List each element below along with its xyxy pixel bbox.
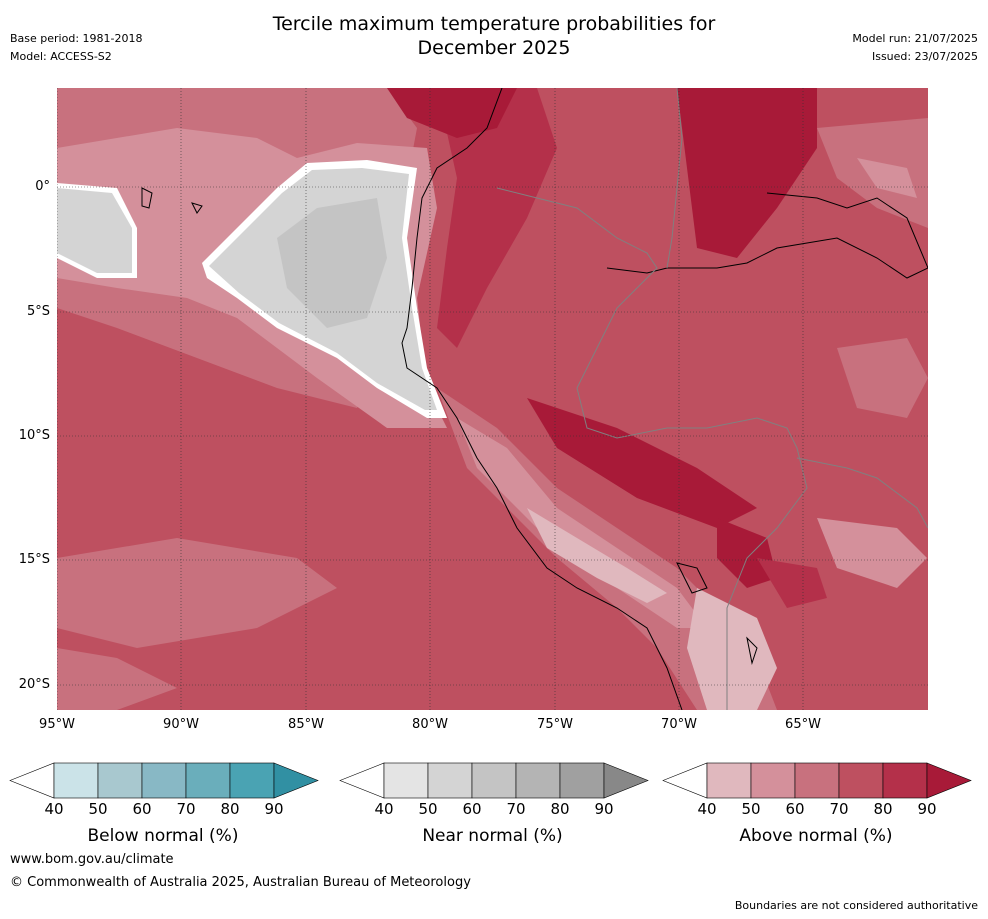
colorbar-above-low-triangle: [662, 762, 708, 799]
colorbar-above-tick-70: 70: [829, 800, 849, 818]
colorbar-below-low-triangle: [9, 762, 55, 799]
colorbar-below-title: Below normal (%): [87, 826, 239, 846]
colorbar-near-low-triangle: [339, 762, 385, 799]
colorbar-below-segment-2: [141, 762, 187, 799]
lake-titicaca: [676, 562, 708, 594]
galapagos-island-2: [191, 202, 203, 214]
colorbar-above-tick-40: 40: [697, 800, 717, 818]
x-label-75w: 75°W: [537, 717, 573, 732]
region-coastal-50: [457, 418, 707, 628]
model-text: Model: ACCESS-S2: [10, 50, 112, 63]
colorbar-below-segment-3: [185, 762, 231, 799]
region-coastal-40: [527, 508, 667, 603]
colorbar-near-segment-2: [471, 762, 517, 799]
border-peru-brazil: [496, 187, 808, 710]
amazon-river: [606, 192, 928, 279]
galapagos-island-1: [141, 187, 153, 209]
region-near-50-west: [57, 188, 132, 273]
footer-copyright: © Commonwealth of Australia 2025, Austra…: [10, 875, 471, 890]
x-label-65w: 65°W: [785, 717, 821, 732]
x-label-95w: 95°W: [39, 717, 75, 732]
footer-url[interactable]: www.bom.gov.au/climate: [10, 852, 174, 867]
meta-right: Model run: 21/07/2025 Issued: 23/07/2025: [852, 30, 978, 66]
colorbar-near-tick-80: 80: [550, 800, 570, 818]
border-bolivia-brazil: [796, 457, 928, 529]
map-title-line1: Tercile maximum temperature probabilitie…: [272, 13, 716, 35]
region-above-50-ne: [857, 158, 917, 198]
colorbar-near-tick-40: 40: [374, 800, 394, 818]
y-label-20s: 20°S: [18, 677, 50, 692]
colorbar-above-segment-4: [882, 762, 928, 799]
colorbar-below-segment-1: [97, 762, 143, 799]
colorbar-above-tick-50: 50: [741, 800, 761, 818]
colorbar-near-segment-4: [559, 762, 605, 799]
colorbar-near-title: Near normal (%): [422, 826, 563, 846]
y-label-0: 0°: [35, 179, 50, 194]
colorbar-near-tick-70: 70: [506, 800, 526, 818]
colorbar-above-tick-90: 90: [917, 800, 937, 818]
region-above-80-east: [757, 558, 827, 608]
region-above-60-sw: [57, 538, 337, 648]
colorbar-below-segment-0: [53, 762, 99, 799]
colorbar-above-title: Above normal (%): [739, 826, 893, 846]
lake-poopo: [746, 636, 758, 665]
region-above-90-top: [387, 88, 517, 138]
colorbar-below-tick-90: 90: [264, 800, 284, 818]
x-label-85w: 85°W: [288, 717, 324, 732]
model-run-text: Model run: 21/07/2025: [852, 32, 978, 45]
colorbar-near-high-triangle: [603, 762, 649, 799]
colorbar-below-segment-4: [229, 762, 275, 799]
colorbar-near-segment-0: [383, 762, 429, 799]
region-above-90-east: [717, 518, 777, 588]
region-above-80-north: [437, 88, 557, 348]
region-above-90-ne: [677, 88, 817, 258]
meta-left: Base period: 1981-2018 Model: ACCESS-S2: [10, 30, 142, 66]
colorbars: [9, 762, 972, 799]
colorbar-near-tick-60: 60: [462, 800, 482, 818]
colorbar-above-segment-0: [706, 762, 752, 799]
colorbar-below-tick-70: 70: [176, 800, 196, 818]
colorbar-near-tick-50: 50: [418, 800, 438, 818]
issued-text: Issued: 23/07/2025: [871, 50, 978, 63]
region-near-60-center: [277, 198, 387, 328]
x-label-90w: 90°W: [163, 717, 199, 732]
base-period-text: Base period: 1981-2018: [10, 32, 143, 45]
x-label-80w: 80°W: [412, 717, 448, 732]
y-label-15s: 15°S: [18, 552, 50, 567]
colorbar-near: [339, 762, 649, 799]
region-above-60-sw2: [57, 648, 177, 710]
region-above-50-se: [817, 518, 927, 588]
colorbar-below-tick-50: 50: [88, 800, 108, 818]
colorbar-above-segment-3: [838, 762, 884, 799]
colorbar-near-segment-1: [427, 762, 473, 799]
colorbar-below-tick-40: 40: [44, 800, 64, 818]
footer-note: Boundaries are not considered authoritat…: [734, 899, 978, 912]
colorbar-below-tick-60: 60: [132, 800, 152, 818]
colorbar-above: [662, 762, 972, 799]
colorbar-above-segment-1: [750, 762, 796, 799]
region-above-60-east: [837, 338, 928, 418]
y-label-5s: 5°S: [26, 304, 50, 319]
colorbar-above-high-triangle: [926, 762, 972, 799]
colorbar-below: [9, 762, 319, 799]
border-colombia-brazil: [666, 88, 683, 269]
region-above-90-andes: [527, 398, 757, 528]
colorbar-below-tick-80: 80: [220, 800, 240, 818]
colorbar-near-tick-90: 90: [594, 800, 614, 818]
colorbar-above-segment-2: [794, 762, 840, 799]
coastline-west: [401, 88, 683, 710]
probability-map: [57, 88, 928, 710]
colorbar-below-high-triangle: [273, 762, 319, 799]
map-title-line2: December 2025: [417, 37, 571, 59]
x-label-70w: 70°W: [661, 717, 697, 732]
colorbar-above-tick-60: 60: [785, 800, 805, 818]
map-title: Tercile maximum temperature probabilitie…: [0, 12, 988, 60]
colorbar-near-segment-3: [515, 762, 561, 799]
parallels: [57, 186, 928, 686]
y-label-10s: 10°S: [18, 428, 50, 443]
region-above-40-titicaca: [687, 588, 777, 710]
colorbar-above-tick-80: 80: [873, 800, 893, 818]
